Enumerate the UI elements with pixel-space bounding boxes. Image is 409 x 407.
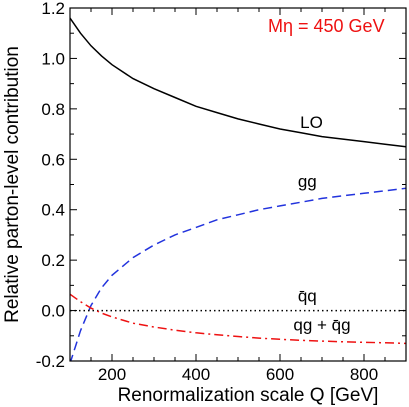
series-line-0 (70, 17, 406, 148)
x-tick-label: 800 (350, 365, 378, 384)
y-tick-label: -0.2 (36, 352, 65, 371)
y-tick-label: 1.2 (41, 0, 65, 18)
mass-annotation: Mη = 450 GeV (268, 16, 385, 36)
y-tick-label: 0.0 (41, 302, 65, 321)
y-tick-label: 0.2 (41, 251, 65, 270)
y-tick-label: 0.8 (41, 100, 65, 119)
x-tick-label: 200 (98, 365, 126, 384)
series-line-3 (70, 293, 406, 345)
labels-layer: 200 400 600 800 -0.2 0.0 0.2 0.4 0.6 0.8 1.0 1.2 LO g… (36, 0, 378, 384)
plot-frame (69, 7, 407, 362)
curve-label-gg: gg (298, 172, 317, 191)
series-line-1 (70, 187, 406, 361)
x-tick-label: 600 (266, 365, 294, 384)
y-axis-title: Relative parton-level contribution (2, 46, 23, 323)
x-tick-label: 400 (182, 365, 210, 384)
curve-label-qg: qg + q̄g (293, 316, 350, 335)
curve-label-qq: q̄q (298, 287, 317, 306)
y-tick-label: 0.6 (41, 150, 65, 169)
ticks-layer (69, 7, 407, 362)
y-tick-label: 0.4 (41, 201, 65, 220)
curves-layer (70, 17, 406, 361)
curve-label-LO: LO (300, 113, 323, 132)
x-axis-title: Renormalization scale Q [GeV] (118, 385, 379, 406)
y-tick-label: 1.0 (41, 49, 65, 68)
